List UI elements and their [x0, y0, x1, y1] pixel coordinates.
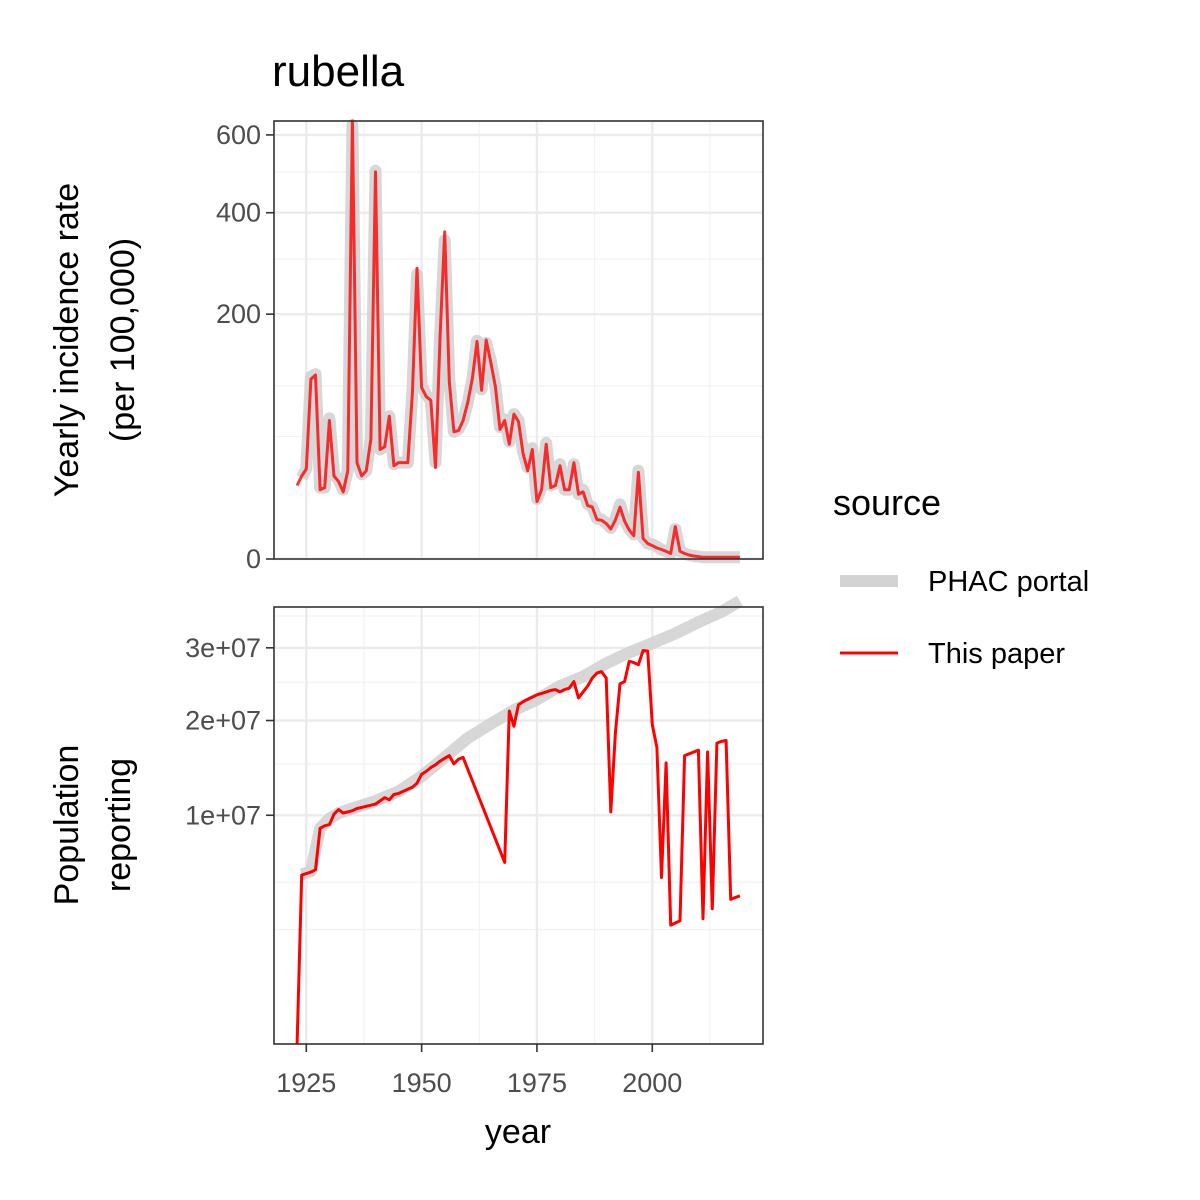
series-line-phac-portal: [299, 595, 743, 881]
y-tick-label: 600: [216, 120, 261, 150]
legend-label-this-paper: This paper: [928, 638, 1065, 670]
x-tick-label: 1950: [392, 1068, 452, 1098]
incidence-y-axis-title-line-2: (per 100,000): [104, 238, 142, 442]
panel-incidence-y-axis: 0 200 400 600: [216, 120, 274, 574]
panel-population-border: [273, 606, 764, 1045]
x-axis-title: year: [485, 1113, 551, 1151]
x-axis: 1925 1950 1975 2000: [276, 1044, 682, 1098]
panel-population-grid: [274, 607, 763, 1044]
x-tick-label: 1975: [507, 1068, 567, 1098]
legend: source PHAC portal This paper: [833, 482, 1089, 670]
y-tick-label: 3e+07: [185, 633, 261, 663]
panel-population: 1e+07 2e+07 3e+07 Population reporting: [48, 595, 764, 1045]
y-tick-label: 2e+07: [185, 706, 261, 736]
panel-population-y-axis: 1e+07 2e+07 3e+07: [185, 633, 274, 830]
legend-title: source: [833, 482, 941, 523]
panel-population-series: [295, 595, 743, 1045]
series-line-this-paper: [295, 649, 741, 1045]
x-tick-label: 1925: [276, 1068, 336, 1098]
panel-incidence-border: [273, 120, 764, 560]
incidence-y-axis-title-line-1: Yearly incidence rate: [48, 183, 86, 497]
y-tick-label: 200: [216, 299, 261, 329]
legend-label-phac-portal: PHAC portal: [928, 566, 1089, 598]
panel-incidence: 0 200 400 600 Yearly incidence rate (per 10…: [48, 119, 764, 574]
panel-incidence-series: [295, 119, 742, 564]
chart-title: rubella: [272, 47, 405, 96]
panel-population-background: [274, 607, 763, 1044]
y-tick-label: 1e+07: [185, 800, 261, 830]
population-y-axis-title-line-1: Population: [48, 745, 86, 906]
x-tick-label: 2000: [622, 1068, 682, 1098]
y-tick-label: 0: [246, 544, 261, 574]
y-tick-label: 400: [216, 198, 261, 228]
series-line-this-paper: [295, 119, 740, 559]
population-y-axis-title-line-2: reporting: [100, 758, 138, 892]
